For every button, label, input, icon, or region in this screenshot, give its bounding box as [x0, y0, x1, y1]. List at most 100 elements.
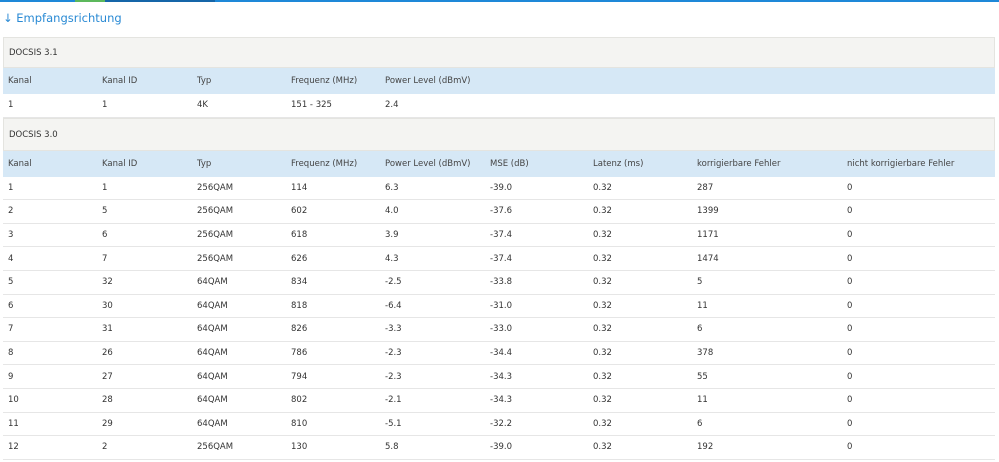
table-cell: 256QAM: [197, 442, 234, 453]
table-cell: 11: [697, 300, 708, 311]
table-cell: -6.4: [385, 300, 402, 311]
table-cell: 1: [8, 182, 14, 193]
table-cell: 4: [8, 253, 14, 264]
table-cell: 12: [8, 442, 19, 453]
table-cell: 5.8: [385, 442, 399, 453]
table-cell: 0: [847, 395, 853, 406]
table-cell: -34.4: [490, 348, 512, 359]
table-row: 5 32 64QAM 834 -2.5 -33.8 0.32 5 0: [3, 271, 995, 295]
table-cell: 4K: [197, 100, 208, 111]
table-cell: 0: [847, 277, 853, 288]
table-cell: 64QAM: [197, 324, 228, 335]
table-cell: 3: [8, 230, 14, 241]
table-cell: 64QAM: [197, 300, 228, 311]
table-cell: 794: [291, 371, 308, 382]
table-cell: -33.0: [490, 324, 512, 335]
table-cell: -2.1: [385, 395, 402, 406]
table-cell: 32: [102, 277, 113, 288]
table-cell: 64QAM: [197, 418, 228, 429]
table-cell: 151 - 325: [291, 100, 332, 111]
table-cell: 1399: [697, 206, 719, 217]
column-header: Power Level (dBmV): [385, 158, 471, 169]
table-cell: 0.32: [593, 206, 612, 217]
tab-indicator: [75, 0, 215, 2]
table-cell: 256QAM: [197, 206, 234, 217]
table-cell: 3.9: [385, 230, 399, 241]
table-cell: 378: [697, 348, 714, 359]
table-row: 8 26 64QAM 786 -2.3 -34.4 0.32 378 0: [3, 342, 995, 366]
table-cell: -37.4: [490, 230, 512, 241]
table-cell: 618: [291, 230, 308, 241]
table-cell: 28: [102, 395, 113, 406]
table-cell: 30: [102, 300, 113, 311]
table-cell: 192: [697, 442, 714, 453]
table-cell: 27: [102, 371, 113, 382]
table-cell: 5: [697, 277, 703, 288]
table-cell: 0.32: [593, 371, 612, 382]
table-row: 2 5 256QAM 602 4.0 -37.6 0.32 1399 0: [3, 200, 995, 224]
table-cell: 11: [8, 418, 19, 429]
table-cell: -3.3: [385, 324, 402, 335]
table-cell: 11: [697, 395, 708, 406]
table-cell: 0.32: [593, 300, 612, 311]
table-row: 1 1 4K 151 - 325 2.4: [3, 94, 995, 118]
table-cell: 0.32: [593, 442, 612, 453]
table-cell: 834: [291, 277, 308, 288]
column-header: Latenz (ms): [593, 158, 644, 169]
table-row: 12 2 256QAM 130 5.8 -39.0 0.32 192 0: [3, 436, 995, 460]
table-cell: 0.32: [593, 418, 612, 429]
table-cell: -37.4: [490, 253, 512, 264]
table-cell: 0.32: [593, 395, 612, 406]
table-cell: 2: [8, 206, 14, 217]
header-row: Kanal Kanal ID Typ Frequenz (MHz) Power Leve…: [3, 150, 995, 177]
table-cell: 5: [102, 206, 108, 217]
table-row: 9 27 64QAM 794 -2.3 -34.3 0.32 55 0: [3, 365, 995, 389]
section-title: DOCSIS 3.1: [3, 37, 995, 68]
column-header: Kanal ID: [102, 158, 138, 169]
column-header: Power Level (dBmV): [385, 76, 471, 86]
table-cell: 5: [8, 277, 14, 288]
column-header: Kanal: [8, 158, 32, 169]
table-cell: 1: [102, 182, 108, 193]
column-header: MSE (dB): [490, 158, 529, 169]
table-cell: 0: [847, 348, 853, 359]
column-header: Typ: [197, 158, 212, 169]
table-cell: 1: [8, 100, 14, 111]
table-cell: 6: [102, 230, 108, 241]
table-cell: 6: [697, 324, 703, 335]
table-cell: 4.3: [385, 253, 399, 264]
table-cell: -2.3: [385, 348, 402, 359]
table-cell: 256QAM: [197, 253, 234, 264]
table-cell: 6: [697, 418, 703, 429]
table-cell: 26: [102, 348, 113, 359]
table-cell: 786: [291, 348, 308, 359]
table-cell: -5.1: [385, 418, 402, 429]
table-cell: 0.32: [593, 348, 612, 359]
table-cell: 8: [8, 348, 14, 359]
table-cell: 0: [847, 300, 853, 311]
column-header: Frequenz (MHz): [291, 76, 358, 86]
table-cell: 0: [847, 230, 853, 241]
table-cell: 626: [291, 253, 308, 264]
table-cell: 64QAM: [197, 371, 228, 382]
top-bar: [0, 0, 999, 2]
table-cell: 64QAM: [197, 348, 228, 359]
table-row: 4 7 256QAM 626 4.3 -37.4 0.32 1474 0: [3, 247, 995, 271]
section-title: DOCSIS 3.0: [3, 117, 995, 151]
table-cell: 1: [102, 100, 108, 111]
table-cell: 7: [8, 324, 14, 335]
table-cell: 55: [697, 371, 708, 382]
tables: DOCSIS 3.1 Kanal Kanal ID Typ Frequenz (MHz)…: [3, 37, 995, 460]
column-header: Typ: [197, 76, 212, 86]
table-cell: 602: [291, 206, 308, 217]
column-header: korrigierbare Fehler: [697, 158, 781, 169]
column-header: Kanal ID: [102, 76, 138, 86]
section-heading[interactable]: ↓ Empfangsrichtung: [3, 11, 122, 25]
table-cell: 0: [847, 253, 853, 264]
table-cell: 810: [291, 418, 308, 429]
table-cell: 1474: [697, 253, 719, 264]
table-cell: 802: [291, 395, 308, 406]
table-cell: 4.0: [385, 206, 399, 217]
column-header: Kanal: [8, 76, 32, 86]
table-cell: -2.3: [385, 371, 402, 382]
